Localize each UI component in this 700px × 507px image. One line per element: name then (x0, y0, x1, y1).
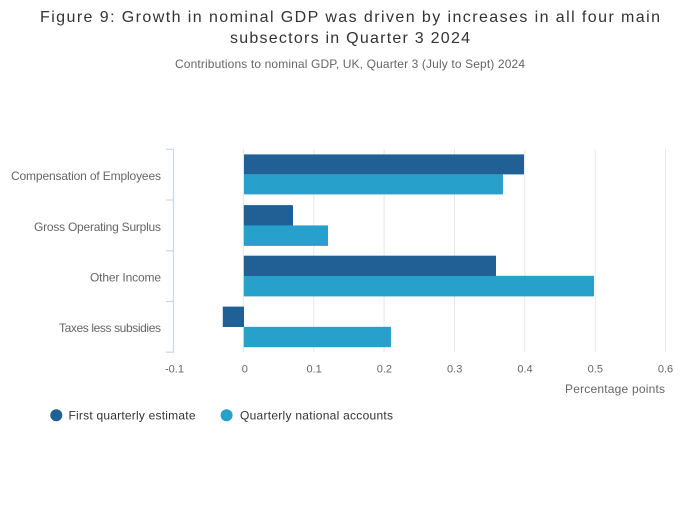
svg-text:Figure 9: Growth in nominal GD: Figure 9: Growth in nominal GDP was driv… (40, 9, 660, 26)
svg-text:0.2: 0.2 (377, 364, 392, 376)
svg-text:Percentage points: Percentage points (565, 382, 665, 396)
svg-text:Other Income: Other Income (90, 271, 161, 285)
svg-text:First quarterly estimate: First quarterly estimate (69, 409, 196, 423)
svg-text:0.1: 0.1 (306, 364, 321, 376)
svg-text:-0.1: -0.1 (165, 364, 184, 376)
svg-text:subsectors in Quarter 3 2024: subsectors in Quarter 3 2024 (230, 30, 470, 47)
svg-text:Contributions to nominal GDP,: Contributions to nominal GDP, UK, Quarte… (175, 57, 525, 71)
svg-text:0.3: 0.3 (447, 364, 462, 376)
svg-text:0.4: 0.4 (517, 364, 532, 376)
svg-text:0: 0 (242, 364, 248, 376)
svg-text:Quarterly national accounts: Quarterly national accounts (240, 409, 393, 423)
svg-text:0.6: 0.6 (658, 364, 673, 376)
svg-text:Taxes less subsidies: Taxes less subsidies (59, 321, 161, 335)
svg-text:0.5: 0.5 (588, 364, 603, 376)
svg-text:Compensation of Employees: Compensation of Employees (11, 169, 161, 183)
svg-text:Gross Operating Surplus: Gross Operating Surplus (34, 220, 161, 234)
